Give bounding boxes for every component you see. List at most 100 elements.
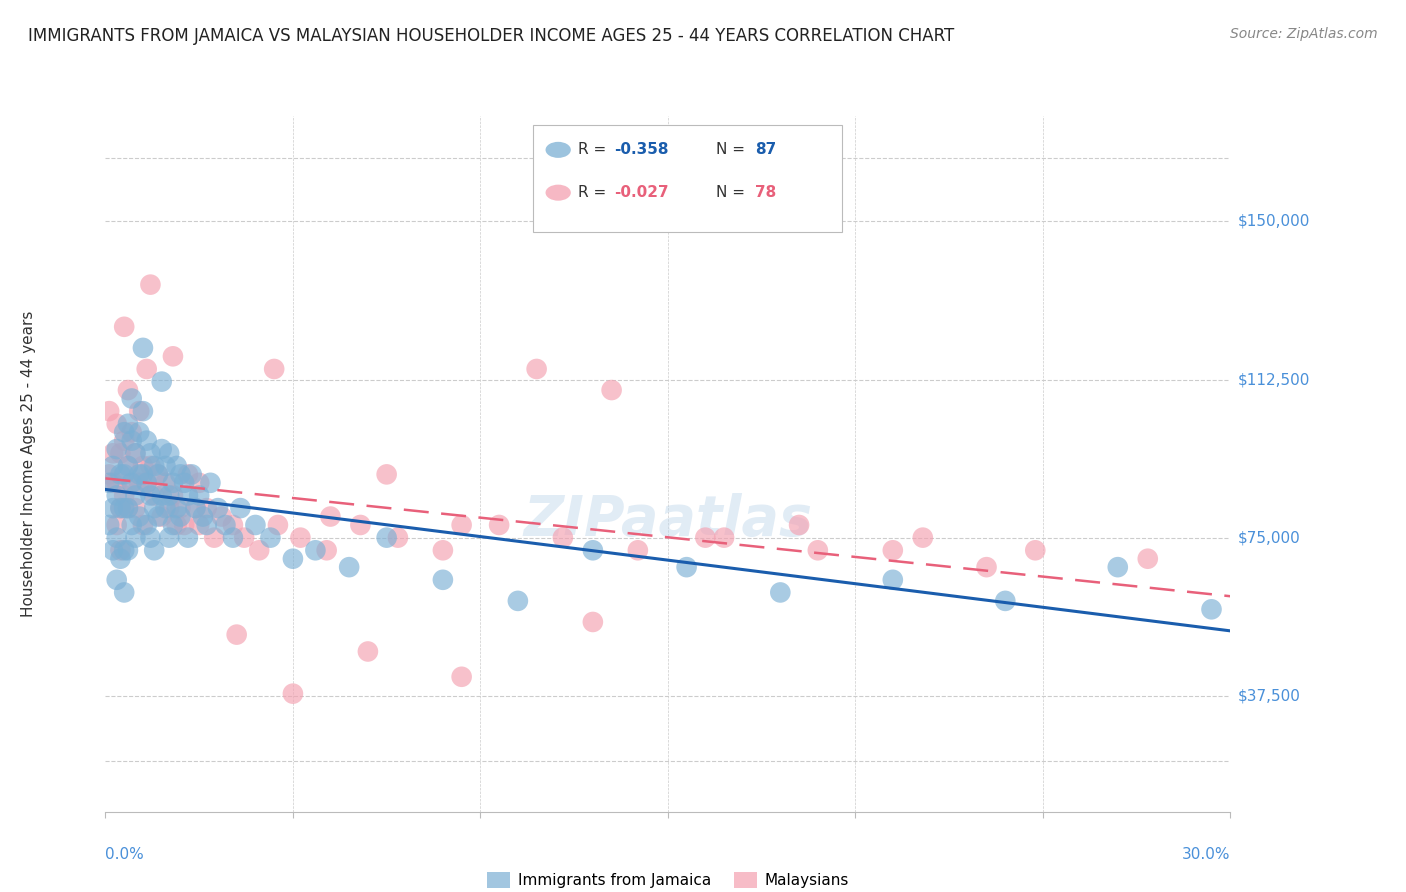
Point [195,518,218,533]
Point [157,488,180,502]
Point [432,573,454,587]
Point [112,467,135,482]
Point [117,543,139,558]
Point [627,543,650,558]
Point [976,560,998,574]
Point [169,467,191,482]
Point [146,509,169,524]
Point [304,543,326,558]
Point [121,434,143,448]
Point [375,531,398,545]
Point [188,475,211,490]
Point [150,442,173,456]
Point [229,501,252,516]
Point [143,501,166,516]
Point [450,670,472,684]
Point [112,543,135,558]
Point [184,501,207,516]
Text: Source: ZipAtlas.com: Source: ZipAtlas.com [1230,27,1378,41]
Point [117,383,139,397]
Point [166,458,188,473]
Point [582,543,605,558]
Point [191,509,214,524]
Point [675,560,697,574]
Point [245,518,267,533]
Point [184,501,207,516]
Point [202,531,225,545]
Point [117,458,139,473]
Point [124,488,146,502]
Point [105,475,128,490]
Point [128,425,150,440]
Point [177,488,200,502]
Point [128,509,150,524]
Point [169,501,191,516]
Point [124,501,146,516]
Point [173,518,195,533]
Point [139,277,162,292]
Point [135,434,157,448]
Point [139,531,162,545]
Text: N =: N = [716,186,749,200]
Point [121,425,143,440]
Point [98,475,121,490]
Point [200,475,222,490]
Point [162,475,184,490]
Point [117,417,139,431]
Point [281,551,304,566]
Point [488,518,510,533]
Text: $150,000: $150,000 [1237,214,1309,229]
Point [211,509,233,524]
Point [117,458,139,473]
Point [357,644,380,658]
Point [110,501,132,516]
Point [124,446,146,460]
Point [146,467,169,482]
Point [98,518,121,533]
Point [1024,543,1046,558]
Text: 30.0%: 30.0% [1182,847,1230,863]
Point [155,501,177,516]
Text: -0.358: -0.358 [614,143,669,157]
Point [150,375,173,389]
Point [146,467,169,482]
Point [150,509,173,524]
Text: R =: R = [578,143,612,157]
Point [105,417,128,431]
Point [506,594,529,608]
Point [128,475,150,490]
Point [139,458,162,473]
Point [101,446,124,460]
Point [695,531,717,545]
Point [98,467,121,482]
Point [112,585,135,599]
Point [121,475,143,490]
Point [157,446,180,460]
Point [139,488,162,502]
Point [263,362,285,376]
Point [110,501,132,516]
Point [267,518,290,533]
Point [600,383,623,397]
Point [112,434,135,448]
Point [450,518,472,533]
Point [101,458,124,473]
Point [166,518,188,533]
Point [101,543,124,558]
Point [143,488,166,502]
Point [214,518,236,533]
Point [117,501,139,516]
Point [195,501,218,516]
Point [135,475,157,490]
Point [110,446,132,460]
Point [349,518,371,533]
Point [787,518,810,533]
Point [112,319,135,334]
Point [117,501,139,516]
Point [121,475,143,490]
Point [105,442,128,456]
Text: $75,000: $75,000 [1237,530,1301,545]
Point [124,531,146,545]
Point [110,543,132,558]
Point [132,467,155,482]
